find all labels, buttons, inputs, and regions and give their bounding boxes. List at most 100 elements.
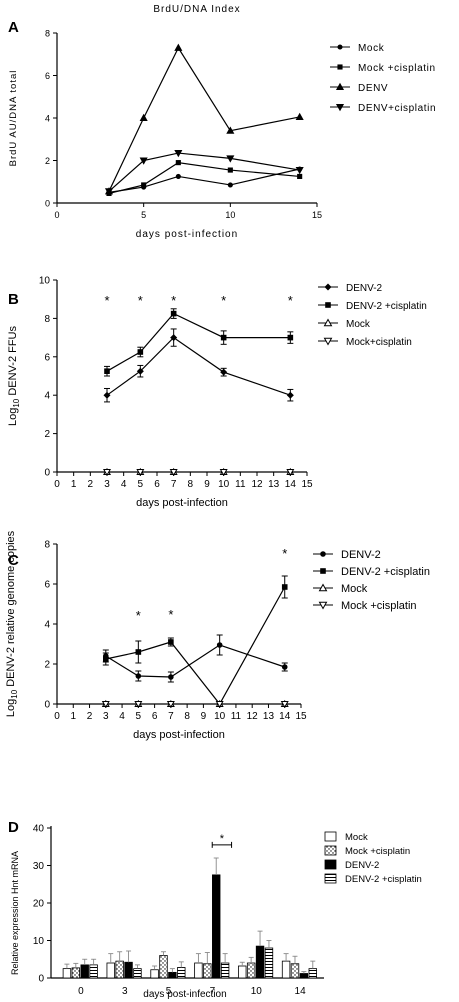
- legend-item: Mock+cisplatin: [318, 337, 412, 348]
- series-denv-2: [103, 328, 294, 403]
- series-denv-2-cisplatin: [102, 575, 288, 707]
- x-tick-label: 12: [251, 479, 263, 490]
- legend-label: Mock +cisplatin: [345, 846, 410, 857]
- bar: [89, 964, 98, 979]
- panel-label-d: D: [8, 819, 19, 836]
- data-point: [101, 700, 110, 709]
- legend-label: DENV: [358, 83, 388, 94]
- x-tick-label: 4: [121, 479, 127, 490]
- data-point: [219, 468, 228, 477]
- x-tick-label: 15: [312, 210, 322, 220]
- data-point: [168, 674, 174, 680]
- data-point: [295, 167, 304, 175]
- bar: [177, 967, 186, 979]
- legend-item: DENV-2 +cisplatin: [313, 566, 430, 578]
- bar: [71, 967, 81, 979]
- x-tick-label: 6: [154, 479, 160, 490]
- bar: [159, 955, 168, 979]
- data-point: [135, 649, 142, 655]
- legend-item: DENV-2: [324, 859, 379, 871]
- bar: [150, 969, 159, 979]
- significance-star: *: [168, 607, 173, 622]
- bar: [133, 968, 142, 979]
- legend-label: DENV+cisplatin: [358, 103, 436, 114]
- x-tick-label: 10: [251, 986, 263, 997]
- significance-star: *: [288, 293, 293, 308]
- data-point: [297, 173, 303, 179]
- x-tick-label: 3: [104, 479, 110, 490]
- bar: [212, 874, 221, 979]
- x-tick-label: 15: [295, 711, 307, 722]
- x-tick-label: 5: [138, 479, 144, 490]
- data-point: [226, 155, 235, 163]
- data-point: [103, 656, 109, 662]
- chart-panel-a: 0 2 4 6 8 0 5 10 15 days post-infection BrdU AU/DN…: [8, 4, 436, 240]
- series-denv-cisplatin: [104, 150, 304, 196]
- data-point: [287, 334, 294, 341]
- y-tick-label: 10: [33, 936, 45, 947]
- series-line: [108, 161, 300, 195]
- bar: [238, 965, 247, 979]
- y-axis-label: Log10 DENV-2 relative genome copies: [5, 530, 19, 717]
- x-tick-label: 7: [168, 711, 174, 722]
- data-point: [215, 700, 224, 709]
- y-axis-label: Relative expression Hnt mRNA: [10, 851, 20, 975]
- x-tick-label: 15: [301, 479, 313, 490]
- legend-item: Mock: [318, 318, 371, 330]
- x-tick-label: 10: [218, 479, 230, 490]
- data-point: [166, 700, 175, 709]
- y-tick-label: 0: [38, 974, 44, 985]
- y-tick-label: 6: [45, 71, 50, 81]
- legend-item: Mock: [313, 583, 368, 595]
- x-axis-label: days post-infection: [143, 989, 226, 1000]
- panel-label-b: B: [8, 291, 19, 308]
- series-mock-cisplatin: [103, 468, 295, 477]
- y-axis-label-rest: DENV-2 relative genome copies: [5, 530, 17, 689]
- legend-swatch: [324, 831, 337, 842]
- bar: [203, 963, 212, 979]
- data-point: [170, 310, 177, 317]
- legend-swatch: [324, 873, 337, 884]
- x-tick-label: 6: [152, 711, 158, 722]
- legend-marker: [323, 318, 333, 327]
- legend-label: Mock: [358, 43, 385, 54]
- data-point: [168, 639, 174, 645]
- data-point: [286, 391, 294, 399]
- data-point: [174, 150, 183, 158]
- legend-swatch: [324, 845, 337, 856]
- legend-marker: [318, 601, 328, 610]
- legend-label: Mock +cisplatin: [341, 600, 417, 612]
- significance-star: *: [220, 833, 225, 845]
- y-tick-label: 0: [45, 199, 50, 209]
- bar: [246, 962, 256, 979]
- bar: [106, 962, 115, 979]
- data-point: [226, 126, 235, 134]
- y-tick-label: 0: [44, 468, 50, 479]
- bar: [299, 973, 309, 979]
- x-tick-label: 14: [279, 711, 291, 722]
- series-denv-2-cisplatin: [104, 308, 294, 377]
- x-tick-label: 4: [119, 711, 125, 722]
- x-tick-label: 13: [268, 479, 280, 490]
- y-tick-label: 30: [33, 861, 45, 872]
- legend-marker: [318, 583, 328, 592]
- legend-marker: [337, 44, 343, 50]
- x-tick-label: 5: [166, 986, 172, 997]
- legend-item: Mock +cisplatin: [330, 63, 435, 74]
- series-denv: [104, 43, 304, 195]
- x-tick-label: 9: [201, 711, 207, 722]
- x-tick-label: 11: [231, 711, 242, 722]
- data-point: [136, 468, 145, 477]
- y-tick-label: 2: [45, 156, 50, 166]
- legend-item: Mock: [324, 831, 368, 843]
- y-tick-label: 6: [44, 352, 50, 363]
- x-tick-label: 1: [71, 479, 77, 490]
- x-tick-label: 9: [204, 479, 210, 490]
- legend-label: Mock+cisplatin: [346, 337, 412, 348]
- legend-label: DENV-2 +cisplatin: [345, 874, 422, 885]
- x-tick-label: 3: [122, 986, 128, 997]
- bar: [281, 960, 291, 979]
- series-line: [108, 46, 300, 192]
- y-tick-label: 40: [33, 824, 45, 835]
